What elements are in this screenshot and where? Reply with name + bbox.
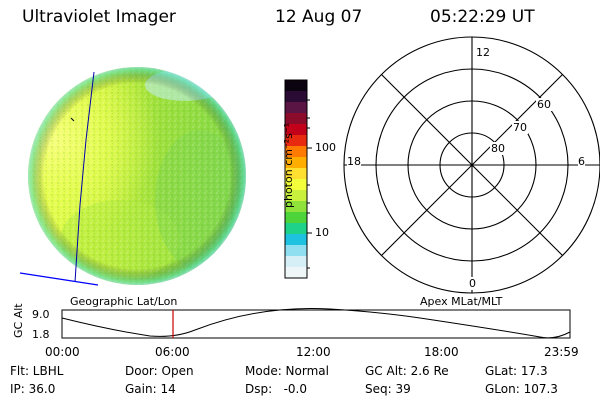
geographic-caption: Geographic Lat/Lon bbox=[70, 295, 178, 308]
colorbar-band bbox=[285, 267, 307, 279]
date-label: 12 Aug 07 bbox=[275, 7, 363, 27]
colorbar-band bbox=[285, 80, 307, 92]
colorbar-band bbox=[285, 223, 307, 235]
mode-value: Mode: Normal bbox=[245, 364, 329, 378]
colorbar-band bbox=[285, 256, 307, 268]
polar-ring-label: 70 bbox=[512, 121, 528, 134]
colorbar-band bbox=[285, 234, 307, 246]
door-status: Door: Open bbox=[125, 364, 194, 378]
polar-ring-label: 80 bbox=[490, 142, 506, 155]
ip-value: IP: 36.0 bbox=[10, 382, 56, 396]
track-tick bbox=[70, 117, 75, 122]
ground-track-line bbox=[74, 71, 95, 283]
apex-caption: Apex MLat/MLT bbox=[420, 295, 503, 308]
time-label: 05:22:29 UT bbox=[430, 7, 535, 27]
colorbar-band bbox=[285, 212, 307, 224]
app-title: Ultraviolet Imager bbox=[22, 7, 176, 27]
colorbar-band bbox=[285, 113, 307, 125]
polar-grid bbox=[343, 36, 600, 294]
dsp-value: Dsp: -0.0 bbox=[245, 382, 308, 396]
colorbar-band bbox=[285, 146, 307, 158]
colorbar-tick-label: 100 bbox=[315, 141, 336, 154]
colorbar-label: photon cm⁻²s⁻¹ bbox=[282, 122, 295, 208]
colorbar-band bbox=[285, 201, 307, 213]
time-tick-label: 06:00 bbox=[155, 345, 190, 359]
time-tick-label: 00:00 bbox=[45, 345, 80, 359]
glat-value: GLat: 17.3 bbox=[485, 364, 548, 378]
colorbar-frame bbox=[284, 79, 308, 279]
colorbar-band bbox=[285, 157, 307, 169]
colorbar-band bbox=[285, 135, 307, 147]
colorbar bbox=[285, 80, 307, 279]
equator-marker-line bbox=[19, 272, 99, 286]
uv-earth-image bbox=[28, 67, 246, 285]
sequence-value: Seq: 39 bbox=[365, 382, 411, 396]
altitude-ytick-top: 9.0 bbox=[32, 308, 50, 321]
time-tick-label: 18:00 bbox=[424, 345, 459, 359]
gain-value: Gain: 14 bbox=[125, 382, 176, 396]
altitude-axis-label: GC Alt bbox=[12, 303, 25, 338]
time-tick-label: 23:59 bbox=[544, 345, 579, 359]
colorbar-band bbox=[285, 91, 307, 103]
polar-clock-label-bottom: 0 bbox=[469, 277, 476, 290]
polar-clock-label-right: 6 bbox=[578, 155, 585, 168]
polar-clock-label-left: 18 bbox=[347, 155, 361, 168]
colorbar-band bbox=[285, 179, 307, 191]
polar-clock-label-top: 12 bbox=[476, 46, 490, 59]
colorbar-band bbox=[285, 168, 307, 180]
gc-altitude-value: GC Alt: 2.6 Re bbox=[365, 364, 449, 378]
colorbar-band bbox=[285, 245, 307, 257]
altitude-ytick-bottom: 1.8 bbox=[32, 328, 50, 341]
colorbar-band bbox=[285, 124, 307, 136]
polar-ring-label: 60 bbox=[536, 98, 552, 111]
colorbar-tick-label: 10 bbox=[315, 226, 329, 239]
colorbar-band bbox=[285, 102, 307, 114]
time-tick-label: 12:00 bbox=[296, 345, 331, 359]
colorbar-band bbox=[285, 190, 307, 202]
filter-value: Flt: LBHL bbox=[10, 364, 64, 378]
glon-value: GLon: 107.3 bbox=[485, 382, 558, 396]
